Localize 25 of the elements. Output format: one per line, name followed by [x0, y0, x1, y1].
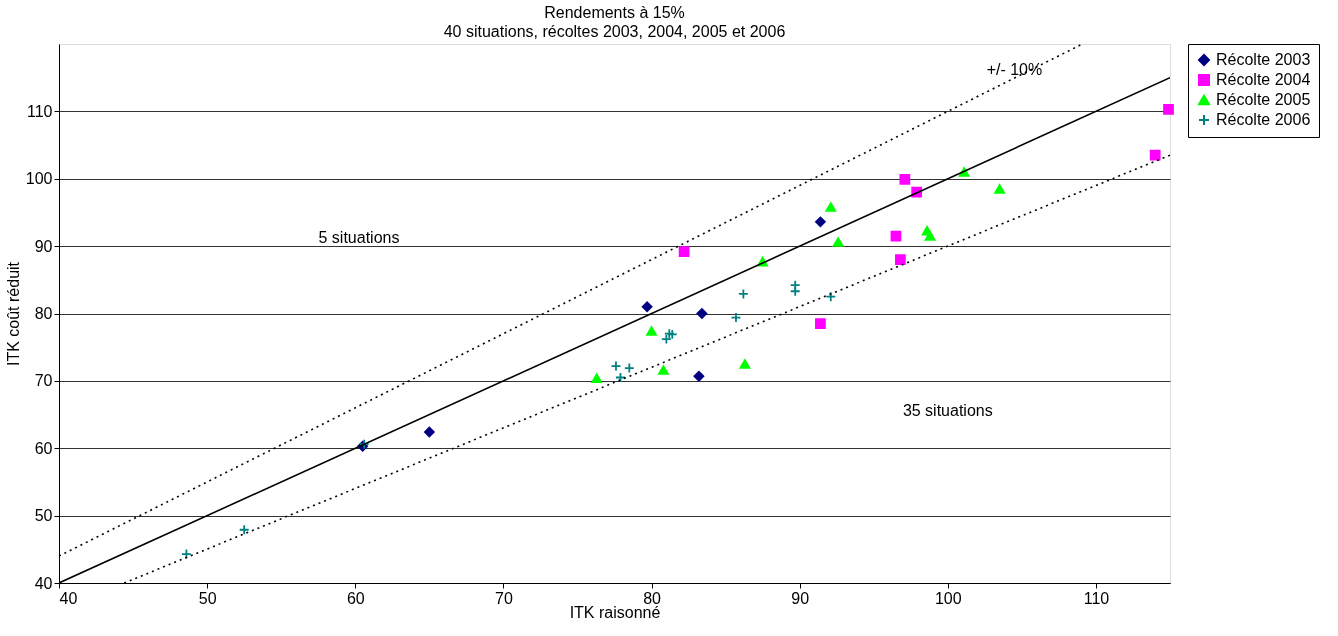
chart-title: Rendements à 15%	[544, 4, 685, 21]
y-tick-label: 110	[26, 102, 53, 120]
x-tick-label: 60	[346, 589, 365, 607]
y-tick-label: 80	[34, 305, 53, 322]
x-tick-label: 110	[1083, 589, 1110, 607]
legend-label: Récolte 2006	[1216, 111, 1311, 128]
y-tick-label: 100	[25, 170, 53, 188]
y-tick-label: 40	[34, 574, 53, 592]
y-axis-title: ITK coût réduit	[4, 261, 22, 367]
x-tick-label: 90	[791, 589, 810, 607]
x-tick-label: 50	[198, 589, 217, 607]
y-tick-label: 50	[34, 507, 53, 525]
x-tick-label: 40	[59, 589, 78, 607]
x-tick-label: 70	[495, 589, 513, 607]
y-tick-label: 60	[34, 439, 53, 457]
legend-label: Récolte 2004	[1216, 71, 1311, 88]
legend-label: Récolte 2005	[1216, 91, 1311, 108]
annotation: +/- 10%	[986, 60, 1043, 78]
annotation: 35 situations	[902, 401, 993, 419]
legend-label: Récolte 2003	[1216, 51, 1311, 68]
y-tick-label: 70	[34, 372, 53, 390]
annotation: 5 situations	[318, 229, 400, 247]
chart-subtitle: 40 situations, récoltes 2003, 2004, 2005 et 2006	[443, 23, 786, 40]
y-tick-label: 90	[34, 237, 53, 255]
x-tick-label: 100	[934, 589, 962, 607]
